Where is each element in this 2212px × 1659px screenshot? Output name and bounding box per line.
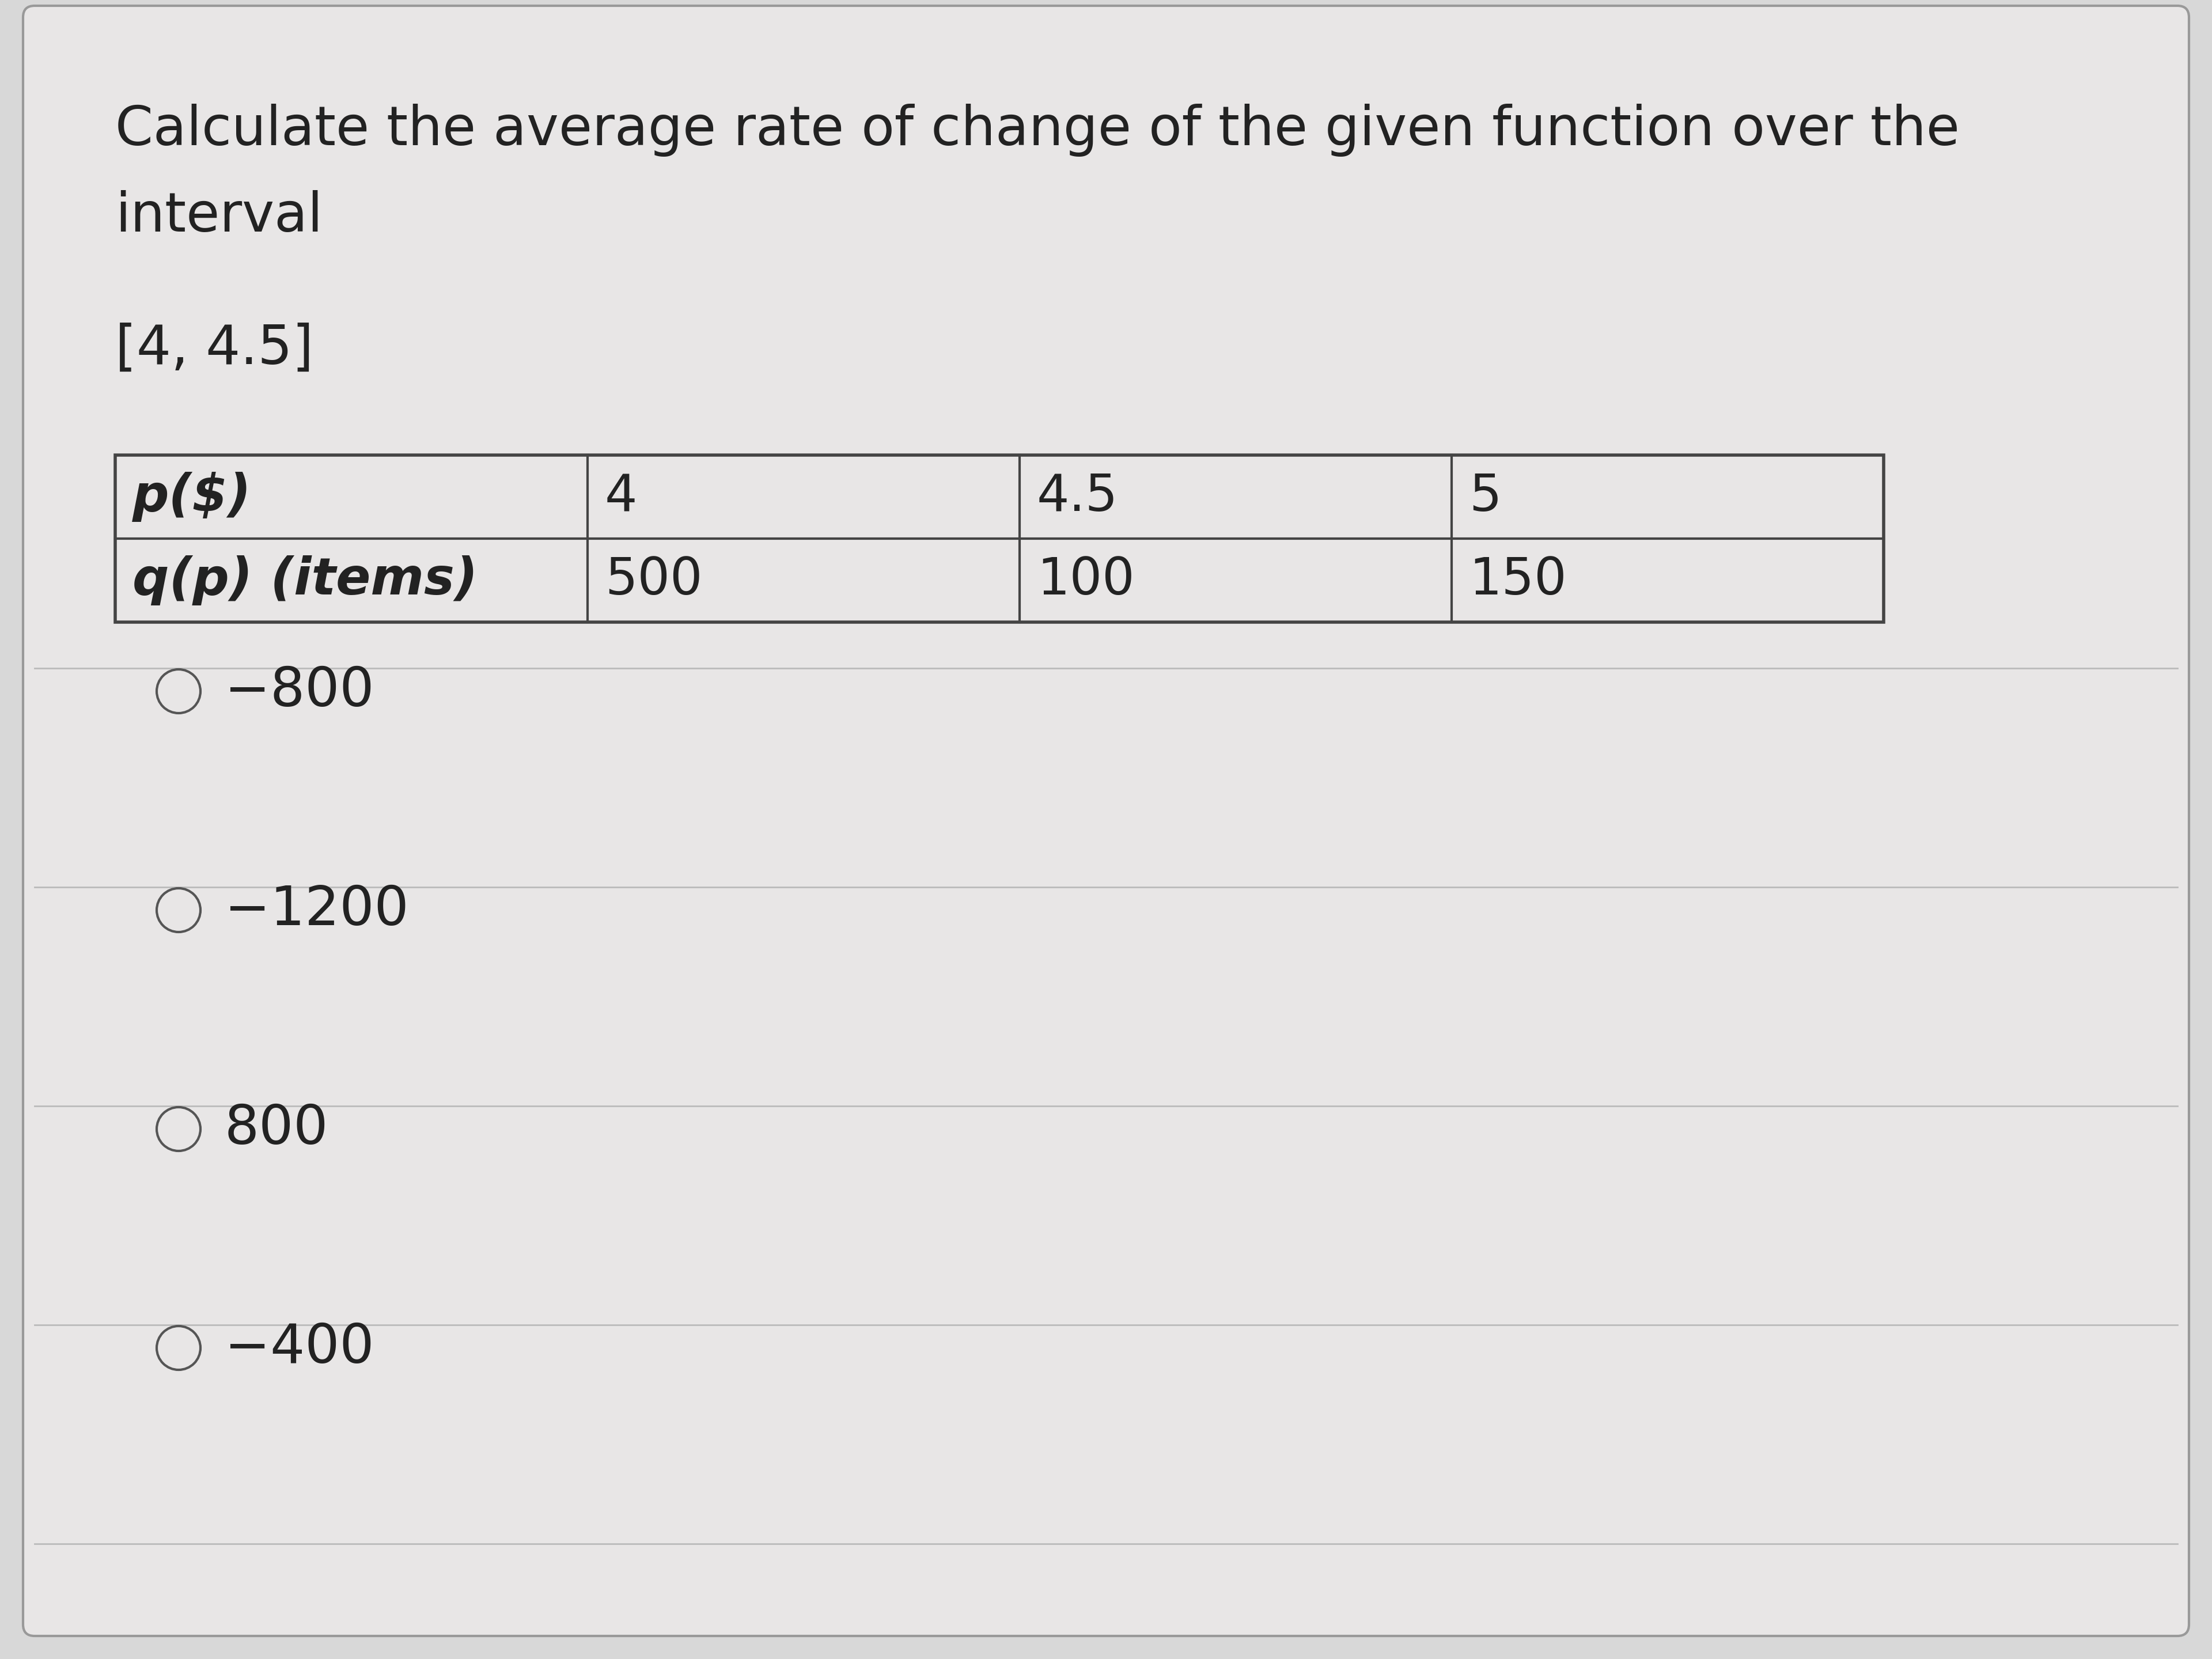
- Bar: [115, 455, 1885, 622]
- Text: 800: 800: [226, 1103, 330, 1156]
- Bar: [115, 455, 1885, 622]
- Text: 100: 100: [1037, 556, 1135, 606]
- Text: p($): p($): [133, 471, 252, 523]
- FancyBboxPatch shape: [22, 5, 2190, 1636]
- Text: 500: 500: [604, 556, 703, 606]
- Text: q(p) (items): q(p) (items): [133, 556, 478, 606]
- Text: 4.5: 4.5: [1037, 471, 1119, 523]
- Text: Calculate the average rate of change of the given function over the: Calculate the average rate of change of …: [115, 103, 1960, 156]
- Text: 4: 4: [604, 471, 637, 523]
- Text: [4, 4.5]: [4, 4.5]: [115, 322, 314, 375]
- Text: −800: −800: [226, 665, 374, 718]
- Text: −400: −400: [226, 1322, 374, 1374]
- Text: interval: interval: [115, 191, 323, 244]
- Text: 150: 150: [1469, 556, 1566, 606]
- Text: −1200: −1200: [226, 884, 409, 937]
- Text: 5: 5: [1469, 471, 1502, 523]
